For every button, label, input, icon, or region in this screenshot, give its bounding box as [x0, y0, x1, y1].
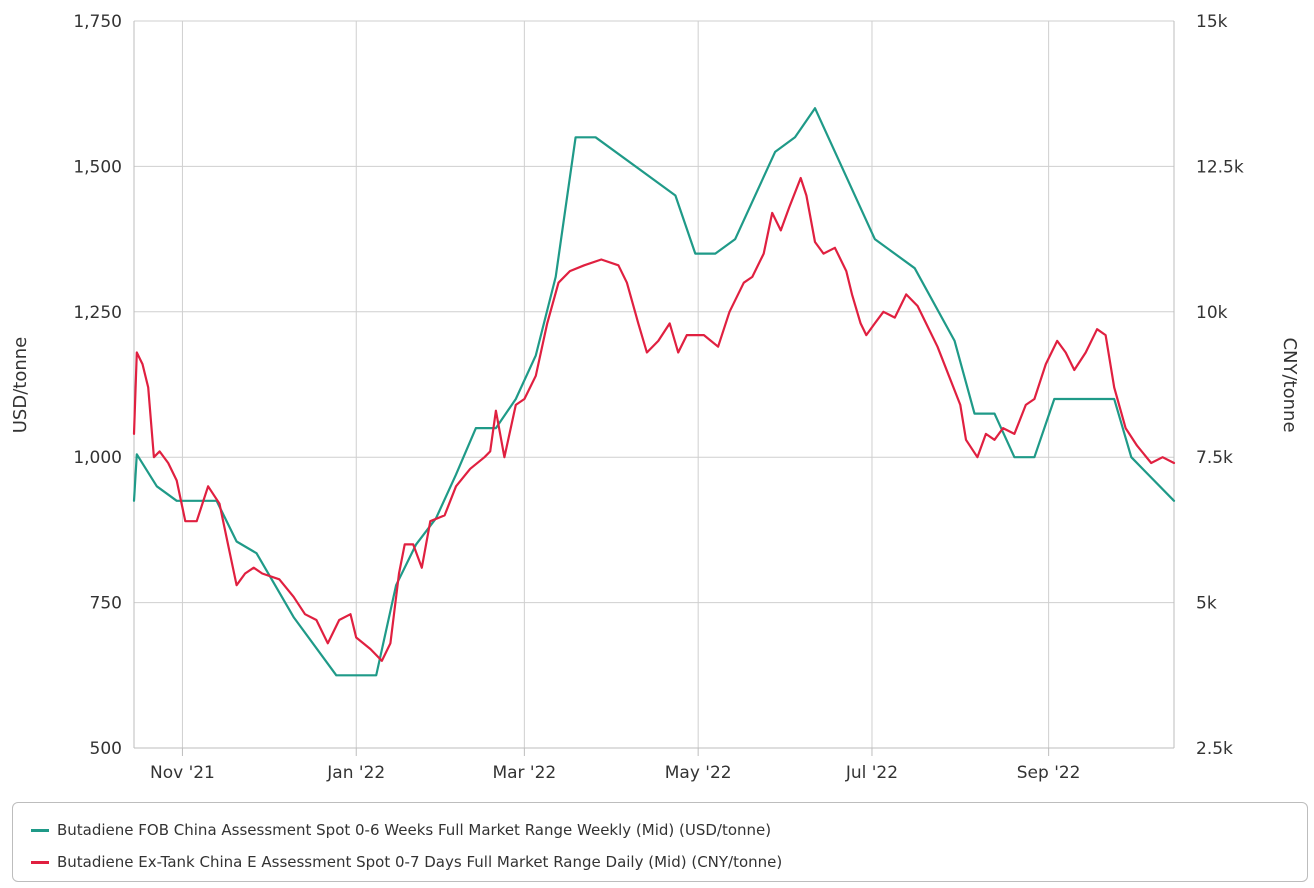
legend-label: Butadiene Ex-Tank China E Assessment Spo… [57, 853, 783, 871]
x-tick-label: Jan '22 [326, 763, 385, 783]
legend-label: Butadiene FOB China Assessment Spot 0-6 … [57, 821, 772, 839]
y-right-tick-label: 2.5k [1196, 739, 1233, 759]
y-right-tick-label: 12.5k [1196, 157, 1244, 177]
y-left-tick-label: 1,000 [73, 448, 122, 468]
gridlines [133, 20, 1175, 756]
x-tick-label: Sep '22 [1017, 763, 1081, 783]
y-left-tick-label: 1,500 [73, 157, 122, 177]
series-lines [132, 107, 1176, 677]
x-tick-label: May '22 [665, 763, 732, 783]
x-tick-label: Mar '22 [492, 763, 556, 783]
series-line-usd-fob-china [132, 107, 1176, 677]
legend-swatch-teal [31, 828, 49, 832]
y-right-tick-label: 5k [1196, 594, 1217, 614]
y-right-tick-label: 15k [1196, 12, 1228, 32]
chart: 500 750 1,000 1,250 1,500 1,750 2.5k 5k 7.5k 10k 1… [10, 12, 1300, 783]
tick-labels: 500 750 1,000 1,250 1,500 1,750 2.5k 5k 7.5k 10k 1… [73, 12, 1244, 783]
legend-item-cny-series[interactable]: Butadiene Ex-Tank China E Assessment Spo… [31, 853, 782, 871]
legend-swatch-red [31, 860, 49, 864]
y-left-tick-label: 750 [90, 594, 122, 614]
y-right-tick-label: 7.5k [1196, 448, 1233, 468]
y-right-tick-label: 10k [1196, 303, 1228, 323]
y-axis-right-label: CNY/tonne [1279, 337, 1300, 432]
legend-item-usd-series[interactable]: Butadiene FOB China Assessment Spot 0-6 … [31, 821, 771, 839]
y-left-tick-label: 500 [90, 739, 122, 759]
x-tick-label: Nov '21 [150, 763, 215, 783]
legend: Butadiene FOB China Assessment Spot 0-6 … [12, 802, 1308, 882]
y-left-tick-label: 1,750 [73, 12, 122, 32]
series-line-cny-ex-tank-china [132, 176, 1176, 662]
y-left-tick-label: 1,250 [73, 303, 122, 323]
x-tick-label: Jul '22 [845, 763, 898, 783]
y-axis-left-label: USD/tonne [10, 337, 31, 434]
